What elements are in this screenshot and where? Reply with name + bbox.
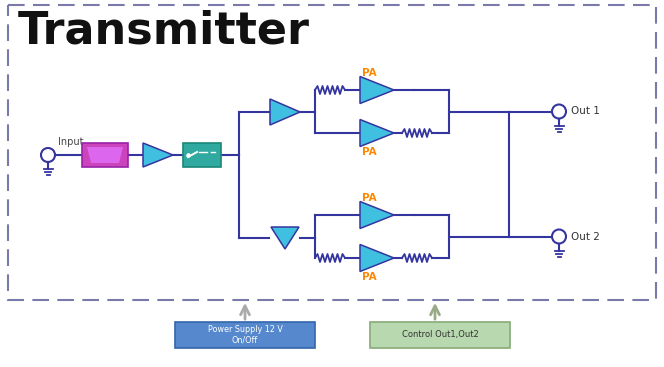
Circle shape: [41, 148, 55, 162]
Polygon shape: [271, 227, 299, 249]
Polygon shape: [360, 120, 394, 146]
Polygon shape: [87, 147, 123, 163]
Polygon shape: [360, 201, 394, 229]
Text: PA: PA: [362, 147, 376, 157]
Polygon shape: [360, 76, 394, 103]
Bar: [175, 322, 315, 348]
Circle shape: [552, 105, 566, 119]
Text: Transmitter: Transmitter: [18, 10, 310, 53]
Bar: [8, 5, 656, 300]
Text: Power Supply 12 V
On/Off: Power Supply 12 V On/Off: [208, 325, 282, 345]
Circle shape: [552, 229, 566, 243]
Text: Control Out1,Out2: Control Out1,Out2: [402, 331, 478, 339]
Polygon shape: [143, 143, 173, 167]
Text: Out 1: Out 1: [571, 106, 600, 116]
Text: Out 2: Out 2: [571, 232, 600, 241]
Text: Input: Input: [58, 137, 84, 147]
Text: PA: PA: [362, 193, 376, 203]
Bar: [183, 143, 221, 167]
Bar: [370, 322, 510, 348]
Text: PA: PA: [362, 68, 376, 78]
Bar: [82, 143, 128, 167]
Polygon shape: [270, 99, 300, 125]
Text: PA: PA: [362, 272, 376, 282]
Polygon shape: [360, 244, 394, 272]
